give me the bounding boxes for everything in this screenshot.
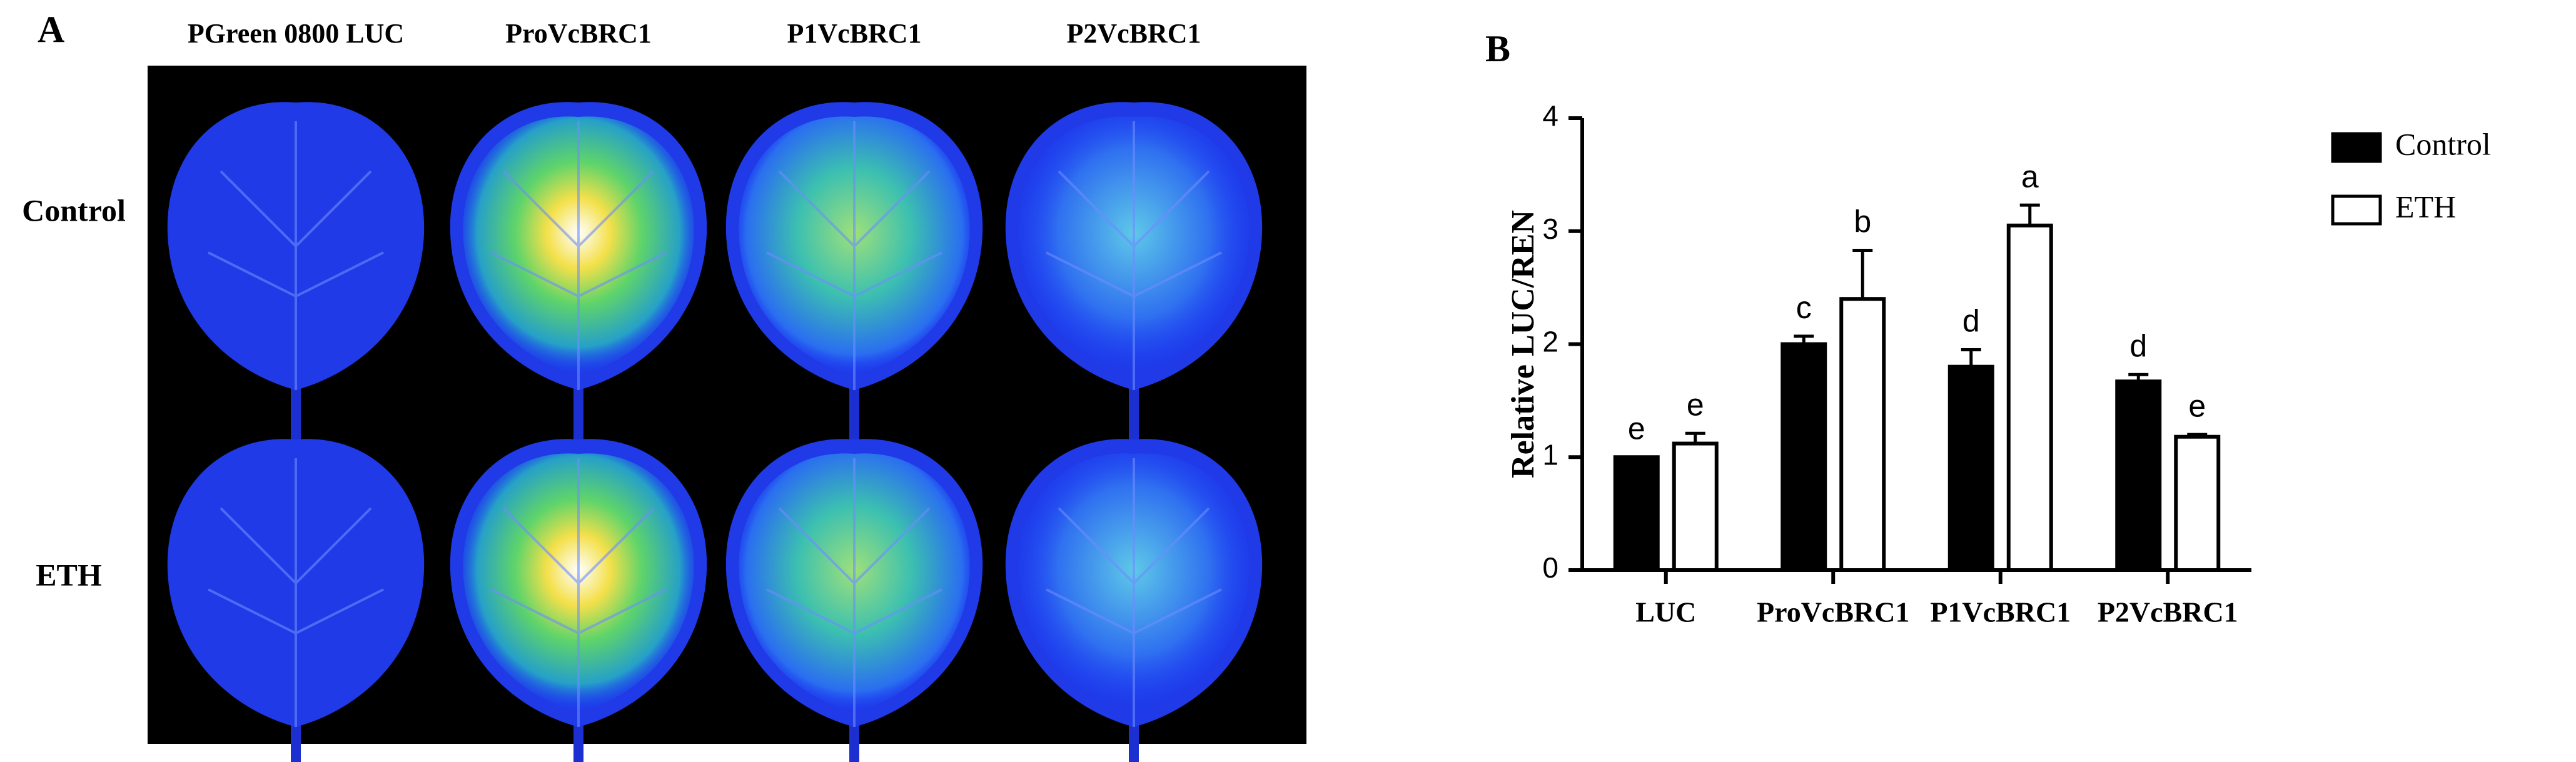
leaf-vein — [766, 458, 942, 727]
significance-letter: b — [1854, 204, 1871, 239]
leaf — [1005, 102, 1263, 440]
column-label: PGreen 0800 LUC — [188, 18, 404, 49]
legend-label: Control — [2395, 126, 2491, 161]
bar — [1839, 297, 1886, 572]
significance-letter: a — [2021, 159, 2039, 194]
leaf — [725, 439, 983, 762]
bar — [1780, 342, 1827, 572]
y-tick-label: 0 — [1542, 551, 1558, 584]
bar — [1613, 455, 1660, 572]
x-tick-label: P1VcBRC1 — [1930, 596, 2071, 628]
bar-chart: 0 1 2 3 4 Relative LUC/REN LUC e e ProVcBRC1 c b P1V… — [1505, 99, 2491, 628]
leaf — [1005, 439, 1263, 762]
legend-swatch — [2331, 194, 2382, 226]
bar — [2006, 223, 2053, 572]
row-label: ETH — [36, 557, 102, 592]
y-axis-label: Relative LUC/REN — [1505, 210, 1541, 478]
leaf-vein — [766, 121, 942, 390]
leaf — [450, 102, 707, 440]
leaf-vein — [1046, 458, 1222, 727]
leaf-vein — [490, 121, 667, 390]
bar — [2174, 434, 2221, 573]
bar — [1947, 364, 1994, 573]
column-label: P1VcBRC1 — [787, 18, 921, 49]
leaf — [167, 102, 425, 440]
y-tick-label: 4 — [1542, 99, 1558, 132]
x-tick-label: LUC — [1635, 596, 1696, 628]
legend-label: ETH — [2395, 189, 2456, 224]
leaf — [725, 102, 983, 440]
bar — [1672, 441, 1719, 572]
significance-letter: d — [2129, 329, 2147, 364]
significance-letter: e — [1628, 411, 1645, 446]
leaf — [167, 439, 425, 762]
legend-swatch — [2331, 132, 2382, 163]
leaf-vein — [208, 458, 384, 727]
leaf-vein — [490, 458, 667, 727]
bar — [2115, 379, 2162, 573]
y-tick-label: 2 — [1542, 326, 1558, 358]
leaf-vein — [208, 121, 384, 390]
column-label: ProVcBRC1 — [505, 18, 652, 49]
leaf-vein — [1046, 121, 1222, 390]
significance-letter: e — [2188, 388, 2206, 423]
y-tick-label: 1 — [1542, 438, 1558, 471]
row-label: Control — [22, 193, 126, 228]
leaf-images — [167, 102, 1263, 762]
leaf — [450, 439, 707, 762]
y-tick-label: 3 — [1542, 213, 1558, 245]
panel-label: B — [1485, 28, 1510, 69]
x-tick-label: ProVcBRC1 — [1757, 596, 1909, 628]
significance-letter: d — [1962, 304, 1980, 339]
significance-letter: c — [1796, 290, 1812, 325]
x-tick-label: P2VcBRC1 — [2098, 596, 2238, 628]
panel-label: A — [38, 9, 64, 50]
significance-letter: e — [1687, 387, 1704, 422]
column-label: P2VcBRC1 — [1066, 18, 1201, 49]
